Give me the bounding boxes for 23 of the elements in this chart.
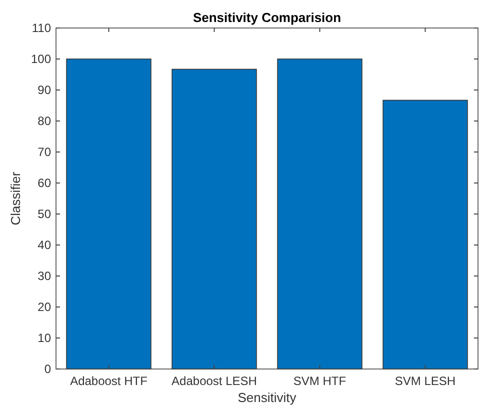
y-tick-label: 110 <box>32 21 52 36</box>
x-tick-label: Adaboost HTF <box>70 374 148 388</box>
bar <box>66 58 152 370</box>
x-axis-title: Sensitivity <box>238 390 297 405</box>
y-tick-label: 10 <box>38 331 52 346</box>
y-tick-label: 80 <box>38 114 52 128</box>
x-tick-label: SVM HTF <box>293 374 346 388</box>
bar <box>277 58 362 370</box>
y-tick-label: 50 <box>38 207 52 222</box>
y-tick-label: 70 <box>38 145 52 160</box>
y-tick-label: 20 <box>38 300 52 314</box>
x-tick-label: Adaboost LESH <box>172 374 257 388</box>
y-tick-label: 60 <box>38 176 52 190</box>
chart-title: Sensitivity Comparision <box>192 10 342 25</box>
y-tick-label: 90 <box>38 83 52 98</box>
y-tick-label: 30 <box>38 269 52 284</box>
x-tick-label: SVM LESH <box>394 374 456 388</box>
y-tick-label: 40 <box>38 238 52 252</box>
y-axis-title: Classifier <box>8 171 23 226</box>
bar <box>382 100 468 370</box>
bar <box>172 68 257 370</box>
y-tick-label: 0 <box>44 362 52 376</box>
y-tick-label: 100 <box>30 52 52 66</box>
